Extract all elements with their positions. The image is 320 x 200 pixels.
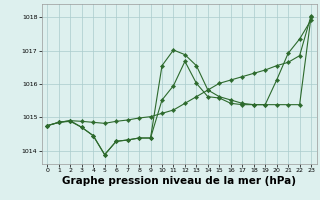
X-axis label: Graphe pression niveau de la mer (hPa): Graphe pression niveau de la mer (hPa): [62, 176, 296, 186]
